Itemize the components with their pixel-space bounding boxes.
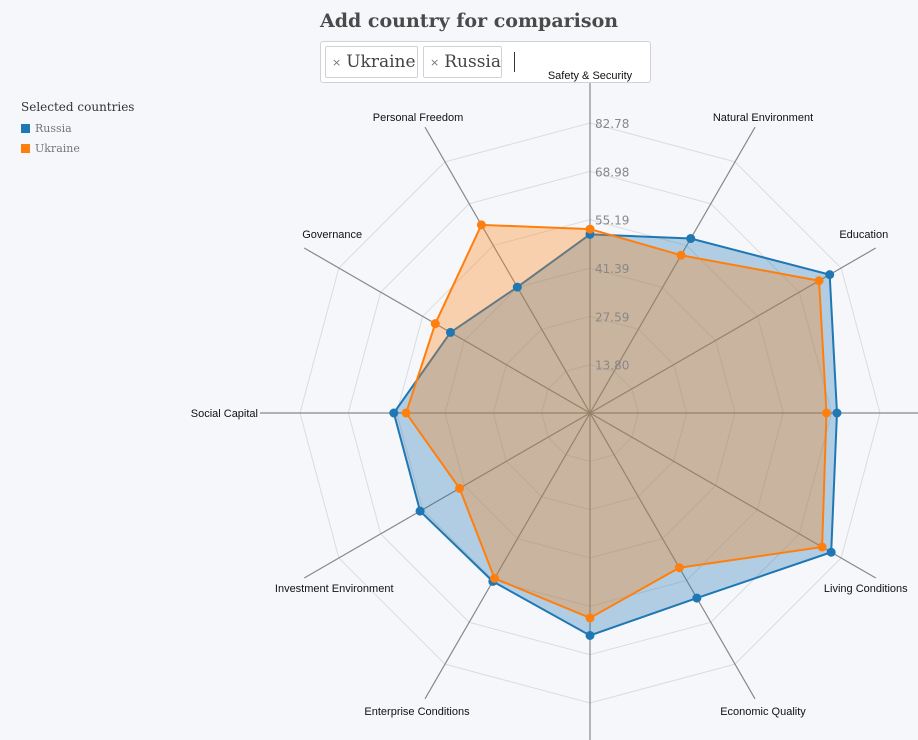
legend-label-russia: Russia — [35, 121, 72, 135]
data-point-russia — [389, 408, 399, 418]
legend-label-ukraine: Ukraine — [35, 141, 80, 155]
data-point-ukraine — [817, 542, 827, 552]
tag-russia: × Russia — [423, 46, 502, 78]
legend-item-ukraine[interactable]: Ukraine — [21, 138, 134, 158]
country-select-input[interactable]: × Ukraine × Russia — [320, 41, 651, 83]
axis-line — [303, 412, 591, 579]
axis-label: Education — [839, 229, 888, 241]
data-point-ukraine — [821, 408, 831, 418]
data-point-ukraine — [674, 563, 684, 573]
data-point-ukraine — [455, 483, 465, 493]
data-point-ukraine — [585, 224, 595, 234]
remove-ukraine-icon[interactable]: × — [332, 55, 342, 69]
data-point-ukraine — [585, 613, 595, 623]
data-point-russia — [826, 547, 836, 557]
data-point-russia — [445, 327, 455, 337]
tick-label: 41.39 — [595, 262, 629, 276]
tick-label: 68.98 — [595, 165, 629, 179]
axis-label: Economic Quality — [720, 706, 806, 718]
tag-ukraine: × Ukraine — [325, 46, 418, 78]
tag-ukraine-label: Ukraine — [346, 52, 416, 72]
tick-label: 13.80 — [595, 359, 629, 373]
legend-swatch-russia — [21, 123, 30, 133]
axis-label: Natural Environment — [713, 112, 813, 124]
legend-item-russia[interactable]: Russia — [21, 118, 134, 138]
data-point-russia — [415, 506, 425, 516]
axis-label: Social Capital — [191, 408, 258, 420]
data-point-ukraine — [490, 573, 500, 583]
tag-russia-label: Russia — [444, 52, 501, 72]
data-point-ukraine — [676, 250, 686, 260]
axis-line — [589, 126, 756, 414]
data-point-russia — [825, 270, 835, 280]
axis-label: Living Conditions — [824, 583, 908, 595]
data-point-ukraine — [430, 319, 440, 329]
data-point-russia — [585, 630, 595, 640]
data-point-ukraine — [814, 276, 824, 286]
legend-swatch-ukraine — [21, 143, 30, 153]
data-point-ukraine — [401, 408, 411, 418]
legend: Selected countries Russia Ukraine — [21, 100, 134, 158]
data-point-ukraine — [476, 220, 486, 230]
text-caret — [514, 52, 515, 72]
data-point-russia — [512, 282, 522, 292]
axis-line — [589, 412, 756, 700]
compare-title: Add country for comparison — [320, 10, 619, 32]
axis-label: Enterprise Conditions — [364, 706, 470, 718]
axis-label: Governance — [302, 229, 362, 241]
data-point-russia — [686, 234, 696, 244]
tick-label: 55.19 — [595, 214, 629, 228]
axis-label: Investment Environment — [275, 583, 394, 595]
tick-label: 82.78 — [595, 117, 629, 131]
axis-label: Personal Freedom — [373, 112, 464, 124]
data-point-russia — [692, 593, 702, 603]
remove-russia-icon[interactable]: × — [430, 55, 440, 69]
tick-label: 27.59 — [595, 310, 629, 324]
axis-line — [424, 126, 591, 414]
legend-title: Selected countries — [21, 100, 135, 114]
data-point-russia — [832, 408, 842, 418]
axis-label: Safety & Security — [548, 70, 633, 82]
axis-line — [424, 412, 591, 700]
